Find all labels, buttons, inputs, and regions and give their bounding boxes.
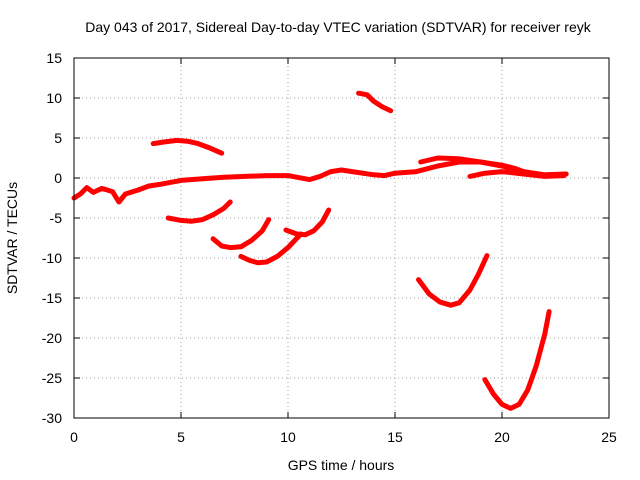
series-arc-d: [210, 217, 272, 251]
x-axis-label: GPS time / hours: [288, 457, 395, 473]
y-tick-label: 15: [46, 50, 62, 66]
series-arc-e: [238, 231, 304, 266]
series-arc-f: [283, 207, 332, 238]
chart-title: Day 043 of 2017, Sidereal Day-to-day VTE…: [85, 19, 591, 35]
series-upper-band: [418, 155, 526, 175]
ticks: [73, 57, 610, 419]
y-tick-label: -15: [42, 290, 62, 306]
y-tick-label: -30: [42, 410, 62, 426]
series-main-band: [71, 159, 569, 205]
series-arc-a: [150, 137, 225, 156]
plot-frame: [73, 57, 610, 419]
y-tick-label: -5: [50, 210, 63, 226]
y-tick-label: -10: [42, 250, 62, 266]
y-tick-label: -25: [42, 370, 62, 386]
series-arc-c: [165, 199, 233, 224]
series-arc-g: [416, 253, 490, 308]
x-tick-label: 20: [494, 429, 510, 445]
x-tick-label: 0: [70, 429, 78, 445]
y-tick-label: 10: [46, 90, 62, 106]
x-tick-label: 25: [601, 429, 617, 445]
series-layer: [71, 90, 569, 411]
series-arc-h: [482, 309, 552, 411]
grid: [74, 58, 609, 418]
x-tick-label: 5: [177, 429, 185, 445]
series-arc-b: [356, 90, 394, 114]
y-tick-labels: -30 -25 -20 -15 -10 -5 0 5 10 15: [42, 50, 62, 426]
x-tick-label: 10: [280, 429, 296, 445]
x-tick-labels: 0 5 10 15 20 25: [70, 429, 617, 445]
y-tick-label: 0: [54, 170, 62, 186]
y-tick-label: -20: [42, 330, 62, 346]
y-tick-label: 5: [54, 130, 62, 146]
series-lower-band: [467, 169, 567, 179]
x-tick-label: 15: [387, 429, 403, 445]
y-axis-label: SDTVAR / TECUs: [4, 182, 20, 294]
